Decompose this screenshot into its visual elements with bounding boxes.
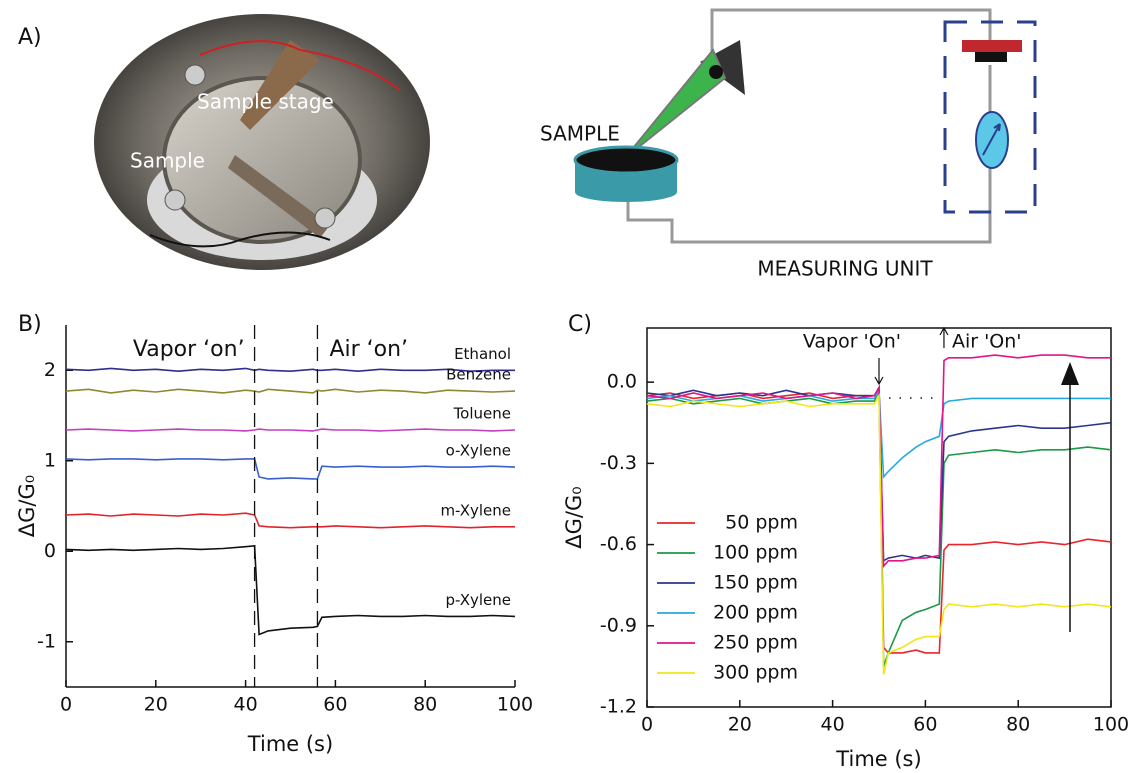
y-tick-label: -0.3	[600, 452, 637, 474]
photo-wire	[199, 40, 401, 91]
y-tick-label: -1	[37, 630, 56, 652]
legend-label: 300 ppm	[713, 662, 798, 684]
legend-label: 200 ppm	[713, 602, 798, 624]
legend-label: 150 ppm	[713, 572, 798, 594]
panel-label: B)	[18, 312, 42, 337]
plot-frame	[646, 327, 1112, 708]
x-tick-label: 80	[413, 694, 437, 716]
photo: Sample stage Sample	[94, 14, 430, 270]
y-tick-label: 1	[44, 449, 56, 471]
series-label: m-Xylene	[440, 501, 511, 519]
x-tick-label: 0	[641, 714, 653, 736]
data-line	[646, 384, 1112, 563]
x-tick-label: 40	[821, 714, 845, 736]
unit-bar	[975, 52, 1007, 62]
event-arrowhead	[939, 326, 949, 336]
sample-base	[575, 182, 677, 202]
probe-tip	[709, 65, 723, 79]
x-tick-label: 40	[234, 694, 258, 716]
photo-screw	[314, 207, 336, 229]
unit-box	[943, 20, 1037, 214]
y-axis-label: ΔG/G₀	[562, 486, 586, 548]
trend-arrowhead	[1061, 362, 1079, 385]
series-label: o-Xylene	[446, 442, 511, 460]
photo-clamp	[240, 40, 320, 130]
legend-label: 50 ppm	[725, 512, 798, 534]
x-axis-label: Time (s)	[247, 732, 333, 756]
data-line	[65, 388, 516, 394]
photo-stage	[162, 76, 362, 244]
x-tick-label: 100	[497, 694, 533, 716]
photo-label: Sample stage	[197, 90, 334, 114]
diagram: SAMPLE MEASURING UNIT	[540, 8, 1037, 281]
data-line	[65, 512, 515, 529]
y-tick-label: 2	[44, 359, 56, 381]
diagram-label: SAMPLE	[540, 122, 620, 146]
data-line	[65, 544, 516, 636]
x-tick-label: 0	[60, 694, 72, 716]
data-line	[646, 392, 1112, 675]
photo-screw	[184, 64, 206, 86]
photo-clamp	[228, 155, 330, 238]
meter-needle	[982, 123, 1001, 156]
x-tick-label: 20	[728, 714, 752, 736]
panel-label: C)	[568, 312, 592, 337]
annotation: Air 'On'	[952, 331, 1022, 353]
x-tick-label: 20	[144, 694, 168, 716]
x-tick-label: 80	[1006, 714, 1030, 736]
annotation: Air ‘on’	[329, 337, 408, 362]
sample-top	[573, 145, 679, 175]
y-tick-label: -0.9	[600, 614, 637, 636]
data-line	[646, 354, 1111, 569]
photo-label: Sample	[130, 149, 205, 173]
data-line	[65, 367, 515, 373]
legend-label: 250 ppm	[713, 632, 798, 654]
annotation: Vapor 'On'	[803, 331, 901, 353]
data-line	[646, 387, 1111, 479]
panel-label: A)	[18, 25, 42, 50]
annotation: Vapor ‘on’	[133, 337, 245, 362]
x-axis-label: Time (s)	[835, 747, 921, 771]
y-axis-label: ΔG/G₀	[15, 475, 39, 537]
series-label: Toluene	[453, 404, 511, 422]
x-tick-label: 60	[323, 694, 347, 716]
x-tick-label: 100	[1093, 714, 1129, 736]
wire	[626, 8, 992, 244]
y-tick-label: 0	[44, 540, 56, 562]
legend-label: 100 ppm	[713, 542, 798, 564]
y-tick-label: 0.0	[607, 371, 637, 393]
x-tick-label: 60	[913, 714, 937, 736]
probe	[624, 48, 727, 159]
series-label: p-Xylene	[446, 591, 511, 609]
y-tick-label: -0.6	[600, 533, 637, 555]
photo-screw	[164, 189, 186, 211]
series-label: Ethanol	[454, 345, 511, 363]
event-arrowhead	[874, 376, 884, 386]
unit-bar	[962, 40, 1022, 52]
diagram-label: MEASURING UNIT	[757, 257, 933, 281]
data-line	[65, 458, 516, 480]
y-tick-label: -1.2	[600, 696, 637, 718]
probe-shadow	[700, 40, 745, 95]
photo-wire	[149, 231, 331, 248]
series-label: Benzene	[446, 366, 511, 384]
data-line	[65, 428, 516, 432]
